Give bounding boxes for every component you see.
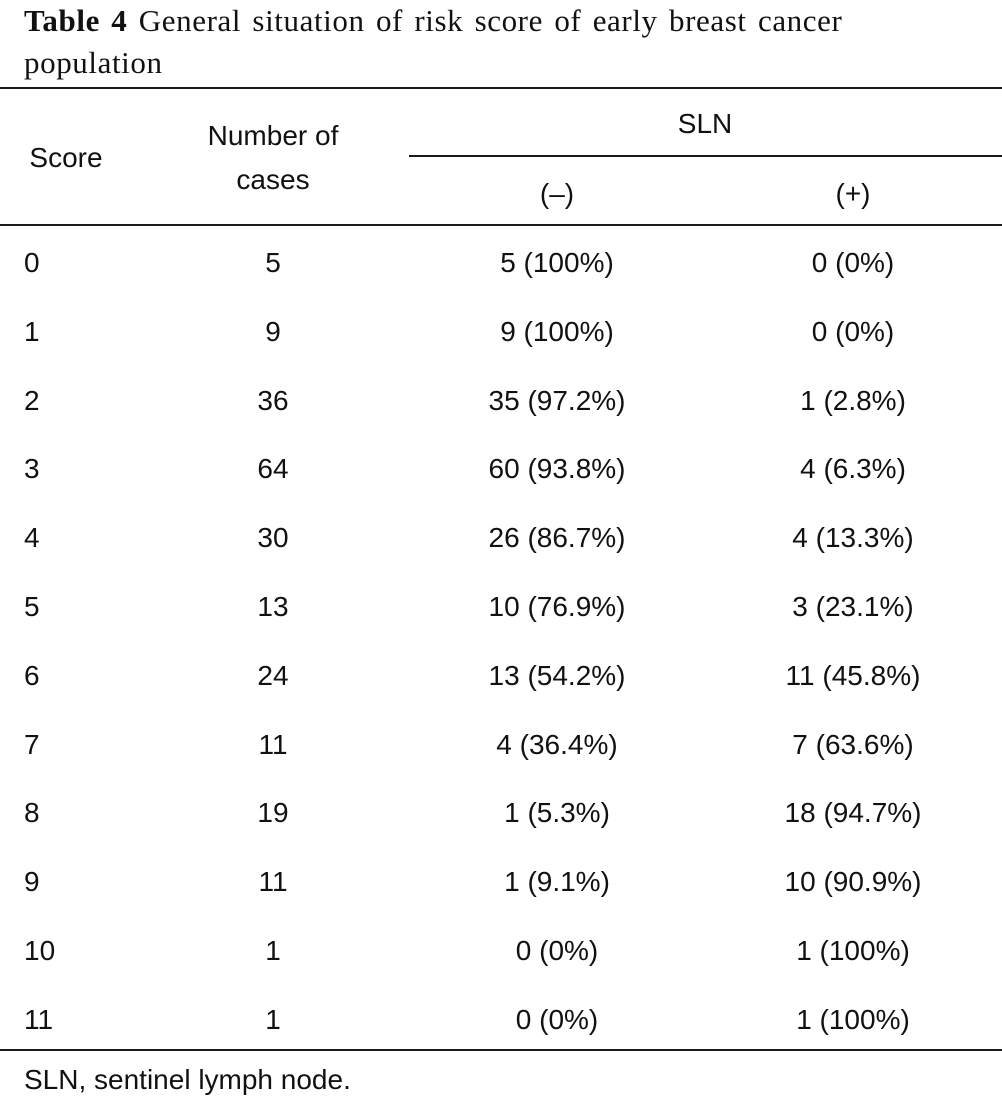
header-sln-negative: (–) (539, 178, 575, 209)
sln-positive-cell: 4 (13.3%) (792, 522, 914, 553)
score-cell: 7 (24, 729, 40, 760)
cases-cell: 30 (257, 522, 289, 553)
cases-cell: 24 (257, 660, 289, 691)
table-bottom-rule (0, 1049, 1002, 1051)
table-caption-text: General situation of risk score of early… (24, 3, 843, 80)
header-sln-group: SLN (677, 108, 733, 139)
sln-negative-cell: 13 (54.2%) (488, 660, 626, 691)
cases-cell: 9 (265, 316, 281, 347)
header-score: Score (29, 142, 103, 173)
score-cell: 10 (24, 935, 56, 966)
score-cell: 9 (24, 866, 40, 897)
sln-positive-cell: 4 (6.3%) (800, 453, 906, 484)
sln-positive-cell: 1 (100%) (796, 1004, 910, 1035)
sln-positive-cell: 3 (23.1%) (792, 591, 914, 622)
sln-negative-cell: 60 (93.8%) (488, 453, 626, 484)
sln-positive-cell: 11 (45.8%) (785, 660, 921, 691)
sln-negative-cell: 4 (36.4%) (496, 729, 618, 760)
cases-cell: 19 (257, 797, 289, 828)
sln-negative-cell: 0 (0%) (515, 1004, 599, 1035)
cases-cell: 1 (265, 1004, 281, 1035)
sln-negative-cell: 1 (9.1%) (504, 866, 610, 897)
cases-cell: 11 (258, 729, 288, 760)
score-cell: 11 (24, 1004, 54, 1035)
header-number-of-cases-line1: Number of (207, 120, 339, 151)
sln-positive-cell: 1 (100%) (796, 935, 910, 966)
table-caption: Table 4 General situation of risk score … (24, 0, 984, 84)
sln-negative-cell: 1 (5.3%) (504, 797, 610, 828)
cases-cell: 64 (257, 453, 289, 484)
sln-negative-cell: 35 (97.2%) (488, 385, 626, 416)
sln-negative-cell: 5 (100%) (500, 247, 614, 278)
header-sln-positive: (+) (835, 178, 871, 209)
header-number-of-cases-line2: cases (236, 164, 310, 195)
sln-negative-cell: 10 (76.9%) (488, 591, 626, 622)
table-top-rule (0, 87, 1002, 89)
sln-negative-cell: 26 (86.7%) (488, 522, 626, 553)
sln-positive-cell: 0 (0%) (811, 247, 895, 278)
score-cell: 8 (24, 797, 40, 828)
score-cell: 0 (24, 247, 40, 278)
sln-positive-cell: 0 (0%) (811, 316, 895, 347)
header-sln-subrule (409, 155, 1002, 157)
score-cell: 5 (24, 591, 40, 622)
cases-cell: 11 (258, 866, 288, 897)
cases-cell: 13 (257, 591, 289, 622)
cases-cell: 36 (257, 385, 289, 416)
score-cell: 2 (24, 385, 40, 416)
table-footnote: SLN, sentinel lymph node. (24, 1064, 351, 1095)
score-cell: 6 (24, 660, 40, 691)
sln-negative-cell: 0 (0%) (515, 935, 599, 966)
cases-cell: 1 (265, 935, 281, 966)
sln-positive-cell: 7 (63.6%) (792, 729, 914, 760)
header-bottom-rule (0, 224, 1002, 226)
cases-cell: 5 (265, 247, 281, 278)
score-cell: 1 (24, 316, 40, 347)
sln-positive-cell: 1 (2.8%) (800, 385, 906, 416)
score-cell: 4 (24, 522, 40, 553)
sln-positive-cell: 10 (90.9%) (784, 866, 922, 897)
table-caption-label: Table 4 (24, 3, 128, 38)
score-cell: 3 (24, 453, 40, 484)
sln-negative-cell: 9 (100%) (500, 316, 614, 347)
sln-positive-cell: 18 (94.7%) (784, 797, 922, 828)
